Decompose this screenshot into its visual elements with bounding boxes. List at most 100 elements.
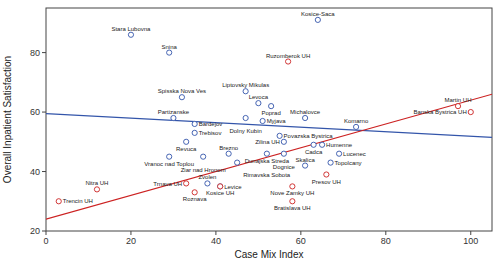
point	[269, 104, 274, 109]
marks	[46, 17, 492, 219]
point-label: Dognice	[273, 164, 296, 170]
point	[94, 187, 99, 192]
point-label: Levoca	[249, 94, 269, 100]
point	[281, 151, 286, 156]
point-label: Myjava	[267, 118, 287, 124]
point-label: Zilina UH	[255, 139, 280, 145]
point	[328, 160, 333, 165]
point-label: Spisska Nova Ves	[158, 88, 206, 94]
point	[243, 115, 248, 120]
x-tick	[300, 231, 301, 235]
x-tick-label: 40	[211, 236, 221, 246]
point	[192, 190, 197, 195]
point	[260, 118, 265, 123]
x-tick	[470, 231, 471, 235]
point-label: Nitra UH	[85, 180, 108, 186]
point-label: Michalovce	[290, 109, 321, 115]
point	[171, 115, 176, 120]
point-label: Poprad	[261, 110, 280, 116]
point-label: Levice	[224, 184, 242, 190]
point	[468, 109, 473, 114]
point	[226, 151, 231, 156]
point-label: Revuca	[176, 146, 197, 152]
point	[184, 139, 189, 144]
point	[303, 163, 308, 168]
point-label: Liptovsky Mikulas	[222, 82, 269, 88]
point	[205, 181, 210, 186]
point-label: Bardejov	[199, 121, 223, 127]
y-tick-label: 40	[30, 167, 40, 177]
point-label: Zvolen	[198, 174, 216, 180]
point-label: Povazska Bystrica	[284, 133, 334, 139]
point	[324, 172, 329, 177]
point	[264, 151, 269, 156]
point	[235, 160, 240, 165]
point-label: Trnava UH	[153, 181, 182, 187]
point	[192, 130, 197, 135]
y-tick-label: 20	[30, 226, 40, 236]
point	[218, 184, 223, 189]
x-tick	[130, 231, 131, 235]
point	[179, 95, 184, 100]
x-axis-label: Case Mix Index	[235, 249, 304, 260]
point-label: Kosice-Saca	[301, 11, 335, 17]
x-tick	[385, 231, 386, 235]
x-tick-label: 20	[126, 236, 136, 246]
point	[128, 32, 133, 37]
point-label: Ziar nad Hronom	[181, 167, 226, 173]
x-tick	[215, 231, 216, 235]
x-tick-label: 0	[43, 236, 48, 246]
y-tick	[42, 52, 46, 53]
point-label: Komarno	[344, 118, 369, 124]
regression-line	[46, 94, 492, 219]
point-label: Stara Lubovna	[111, 26, 151, 32]
y-tick-label: 80	[30, 48, 40, 58]
point-label: Dolny Kubin	[229, 128, 261, 134]
y-tick	[42, 171, 46, 172]
point-label: Trencin UH	[63, 198, 93, 204]
point-label: Kosice UH	[206, 190, 234, 196]
y-tick	[42, 112, 46, 113]
x-tick-label: 60	[296, 236, 306, 246]
point-labels: Stara Lubovna Snina Spisska Nova Ves Partiz…	[63, 11, 472, 211]
point	[353, 124, 358, 129]
regression-line	[46, 114, 492, 138]
point-label: Cadca	[305, 149, 323, 155]
point	[455, 104, 460, 109]
y-tick	[42, 231, 46, 232]
point-label: Bratislava UH	[274, 205, 311, 211]
point	[218, 184, 223, 189]
point-label: Roznava	[183, 196, 207, 202]
point	[201, 154, 206, 159]
point-label: Partizanske	[158, 109, 190, 115]
plot-frame	[46, 8, 492, 231]
point-label: Topolcany	[335, 160, 362, 166]
point	[167, 50, 172, 55]
point	[184, 181, 189, 186]
point	[286, 59, 291, 64]
point-label: Trebisov	[199, 130, 222, 136]
point-label: Brezno	[219, 145, 239, 151]
point	[167, 154, 172, 159]
point	[243, 89, 248, 94]
chart: 02040608010020406080Case Mix IndexOveral…	[0, 0, 500, 263]
x-tick-label: 80	[381, 236, 391, 246]
point	[256, 101, 261, 106]
point-label: Snina	[162, 44, 178, 50]
point-label: Banska Bystrica UH	[413, 109, 466, 115]
point	[192, 121, 197, 126]
point	[319, 142, 324, 147]
point-label: Martin UH	[445, 97, 472, 103]
point	[277, 133, 282, 138]
point	[303, 115, 308, 120]
point	[311, 142, 316, 147]
point	[56, 199, 61, 204]
point-label: Lucenec	[343, 151, 366, 157]
point-label: Nove Zamky UH	[270, 190, 314, 196]
y-axis-label: Overall Inpatient Satisfaction	[2, 56, 13, 183]
point-label: Presov UH	[312, 179, 341, 185]
x-tick	[46, 231, 47, 235]
y-tick-label: 60	[30, 107, 40, 117]
point	[290, 184, 295, 189]
x-tick-label: 100	[463, 236, 478, 246]
